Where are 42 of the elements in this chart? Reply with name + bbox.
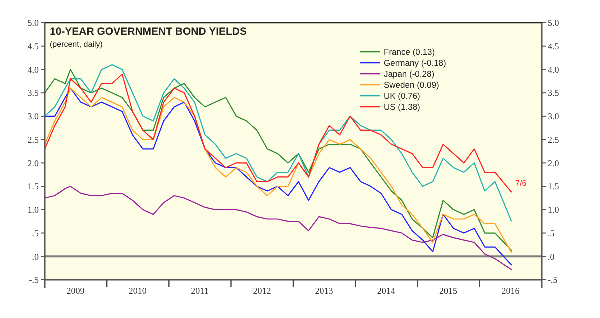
x-tick-label: 2015: [439, 286, 458, 296]
text: (percent, daily): [50, 40, 104, 49]
legend-label: France (0.13): [384, 46, 436, 57]
x-tick-label: 2014: [377, 286, 396, 296]
x-tick-label: 2016: [502, 286, 520, 296]
legend-label: Sweden (0.09): [384, 80, 440, 90]
y-tick-label: 5.0: [28, 18, 40, 28]
y2-tick-label: 3.0: [548, 112, 560, 122]
legend-label: Germany (-0.18): [384, 58, 447, 68]
x-tick-label: 2009: [66, 286, 86, 296]
x-tick-label: 2010: [128, 286, 148, 296]
y2-tick-label: -.5: [548, 275, 558, 286]
y-tick-label: 1.0: [28, 205, 40, 216]
legend-label: Japan (-0.28): [384, 68, 435, 79]
line-series: [44, 186, 512, 270]
y-tick-label: -.5: [29, 275, 40, 286]
legend-label: US (1.38): [384, 102, 421, 112]
x-tick-label: 2013: [315, 286, 334, 296]
x-tick-label: 2012: [253, 286, 272, 296]
y2-tick-label: 4.5: [548, 42, 560, 52]
y-tick-label: .5: [32, 228, 40, 238]
y2-tick-label: 2.0: [548, 158, 560, 168]
y-tick-label: 2.0: [28, 158, 40, 168]
y2-tick-label: .0: [548, 252, 556, 262]
y-tick-label: 1.5: [28, 182, 40, 192]
y2-tick-label: 3.5: [548, 88, 560, 98]
x-tick-label: 2011: [191, 286, 209, 296]
annotation: 7/6: [516, 179, 528, 188]
y-tick-label: 3.5: [28, 88, 40, 98]
y2-tick-label: .5: [548, 228, 556, 238]
y2-tick-label: 1.0: [548, 205, 560, 216]
chart-title: 10-YEAR GOVERNMENT BOND YIELDS: [50, 26, 248, 38]
y-tick-label: 3.0: [28, 112, 40, 122]
y2-tick-label: 1.5: [548, 182, 560, 192]
y-tick-label: 4.0: [28, 64, 40, 75]
y2-tick-label: 4.0: [548, 64, 560, 75]
y2-tick-label: 2.5: [548, 134, 560, 145]
y-tick-label: .0: [32, 252, 40, 262]
legend-label: UK (0.76): [384, 90, 421, 101]
y-tick-label: 4.5: [28, 42, 40, 52]
y2-tick-label: 5.0: [548, 18, 560, 28]
y-tick-label: 2.5: [28, 134, 40, 145]
